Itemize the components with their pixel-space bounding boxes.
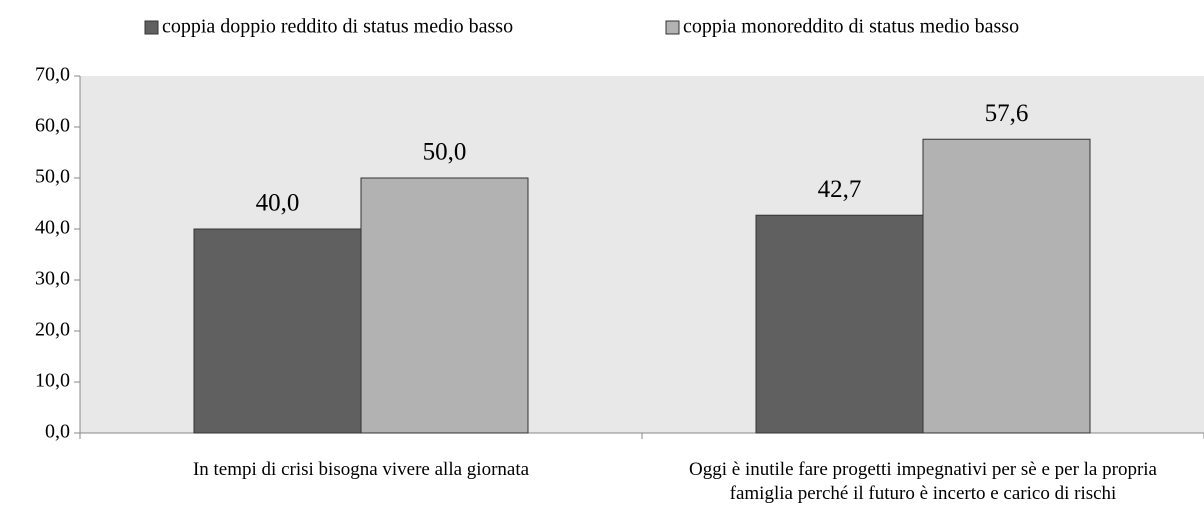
bar [193,228,362,434]
y-tick-label: 30,0 [35,268,70,290]
x-tick-label: Oggi è inutile fare progetti impegnativi… [689,459,1157,504]
y-tick-label: 10,0 [35,370,70,392]
bar [755,214,924,434]
bar [360,177,529,434]
y-tick-label: 0,0 [45,421,70,443]
data-label: 57,6 [985,100,1029,127]
data-label: 40,0 [256,190,300,217]
data-label: 50,0 [423,139,467,166]
y-tick-label: 40,0 [35,217,70,239]
y-tick-label: 60,0 [35,115,70,137]
bar [922,138,1091,434]
y-tick-label: 70,0 [35,64,70,86]
legend-swatch [144,20,159,35]
x-tick-label: In tempi di crisi bisogna vivere alla gi… [192,459,530,480]
data-label: 42,7 [818,176,862,203]
legend-swatch [665,20,680,35]
legend-label: coppia doppio reddito di status medio ba… [162,16,513,38]
y-tick-label: 20,0 [35,319,70,341]
y-tick-label: 50,0 [35,166,70,188]
legend-label: coppia monoreddito di status medio basso [683,16,1019,38]
